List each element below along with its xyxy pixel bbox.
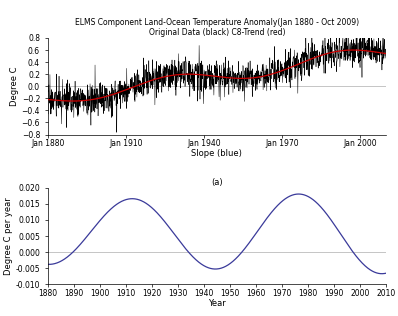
X-axis label: Slope (blue): Slope (blue) [191, 149, 242, 158]
Title: ELMS Component Land-Ocean Temperature Anomaly(Jan 1880 - Oct 2009)
Original Data: ELMS Component Land-Ocean Temperature An… [75, 18, 359, 37]
X-axis label: Year: Year [208, 299, 226, 308]
Y-axis label: Degree C per year: Degree C per year [4, 197, 13, 275]
Y-axis label: Degree C: Degree C [10, 66, 19, 106]
Text: (a): (a) [211, 178, 223, 187]
